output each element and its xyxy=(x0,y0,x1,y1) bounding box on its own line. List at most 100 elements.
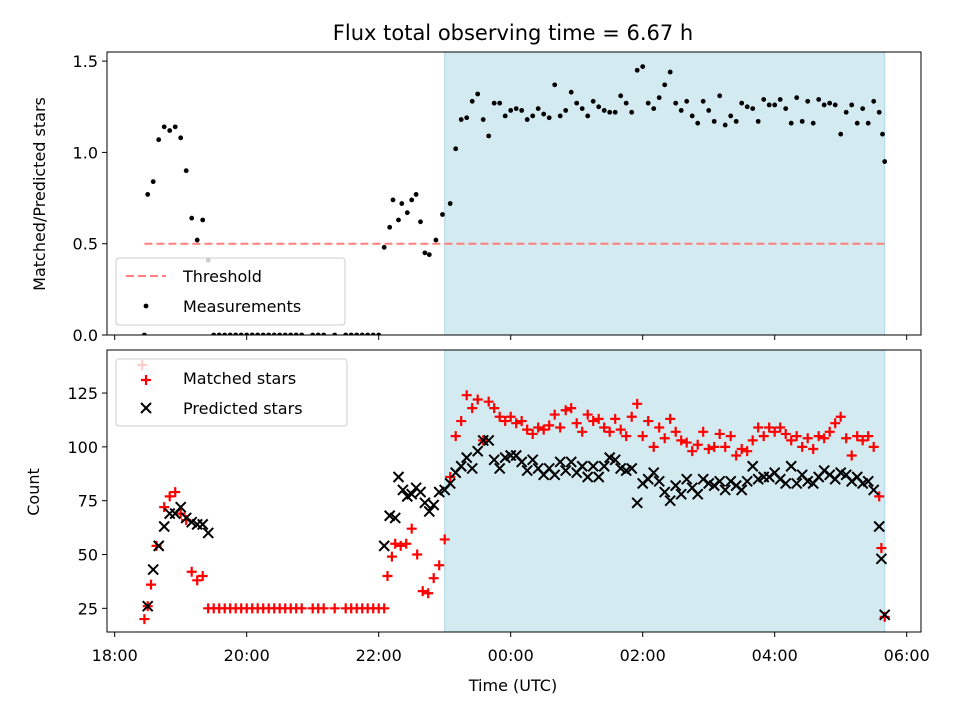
predicted-star-point xyxy=(397,484,409,496)
x-tick-label: 22:00 xyxy=(356,646,402,665)
matched-star-point xyxy=(461,390,472,401)
x-tick-label: 00:00 xyxy=(488,646,534,665)
measurement-point xyxy=(244,332,250,335)
measurement-point xyxy=(761,97,767,102)
measurement-point xyxy=(183,168,189,174)
matched-star-point xyxy=(665,413,676,424)
matched-star-point xyxy=(186,566,197,577)
measurement-point xyxy=(755,118,761,124)
predicted-star-point xyxy=(559,464,572,477)
predicted-star-point xyxy=(419,497,431,509)
matched-star-point xyxy=(808,444,819,455)
matched-star-point xyxy=(791,431,802,442)
matched-star-point xyxy=(467,403,478,414)
predicted-star-point xyxy=(719,484,731,496)
y-tick-label: 25 xyxy=(78,599,98,618)
measurement-point xyxy=(396,217,401,223)
matched-star-point xyxy=(566,403,577,414)
y-tick-label: 100 xyxy=(67,438,98,457)
measurement-point xyxy=(876,109,882,115)
measurement-point xyxy=(662,82,668,88)
matched-star-point xyxy=(159,502,170,513)
matched-star-point xyxy=(659,433,670,444)
predicted-star-point xyxy=(158,520,170,533)
matched-star-point xyxy=(406,523,417,534)
measurement-point xyxy=(453,146,459,152)
matched-star-point xyxy=(876,543,887,554)
predicted-star-point xyxy=(392,471,405,483)
predicted-star-point xyxy=(878,609,891,621)
measurement-point xyxy=(678,108,684,113)
predicted-star-point xyxy=(658,486,671,498)
matched-star-point xyxy=(857,435,868,446)
predicted-star-point xyxy=(669,479,682,492)
predicted-star-point xyxy=(141,600,154,612)
measurement-point xyxy=(717,93,723,99)
legend: Threshold Measurements xyxy=(115,257,346,326)
matched-star-point xyxy=(483,396,494,407)
matched-star-point xyxy=(703,444,714,455)
measurement-point xyxy=(348,332,354,335)
measurement-point xyxy=(321,332,327,335)
measurement-point xyxy=(744,104,750,110)
predicted-star-point xyxy=(482,434,495,447)
observing-window-shade xyxy=(444,52,885,335)
plot-area xyxy=(137,350,891,632)
matched-star-point xyxy=(522,424,533,435)
predicted-star-point xyxy=(741,475,753,488)
predicted-star-point xyxy=(873,520,885,533)
matched-star-point xyxy=(830,418,841,429)
matched-star-point xyxy=(593,413,604,424)
predicted-star-point xyxy=(779,477,792,490)
measurement-point xyxy=(332,332,338,335)
measurement-point xyxy=(574,100,580,106)
predicted-star-point xyxy=(202,527,214,539)
matched-star-point xyxy=(390,538,401,549)
measurement-point xyxy=(656,95,662,101)
matched-star-point xyxy=(577,426,588,437)
measurement-point xyxy=(563,108,569,113)
matched-star-point xyxy=(610,413,621,424)
measurement-point xyxy=(167,128,173,133)
predicted-star-point xyxy=(378,540,390,552)
matched-star-point xyxy=(505,411,516,422)
measurement-point xyxy=(634,67,640,73)
matched-star-point xyxy=(819,433,830,444)
measurement-point xyxy=(142,332,147,335)
measurement-point xyxy=(766,102,772,108)
matched-star-point xyxy=(533,422,544,433)
matched-star-point xyxy=(654,422,665,433)
legend-measurements-label: Measurements xyxy=(183,297,301,316)
predicted-star-point xyxy=(867,484,880,496)
measurement-point xyxy=(651,106,657,111)
matched-star-point xyxy=(164,491,175,502)
measurement-point xyxy=(794,95,800,101)
matched-star-point xyxy=(544,420,555,431)
measurement-point xyxy=(843,109,849,115)
measurement-point xyxy=(695,120,701,126)
axes-frame xyxy=(106,51,922,336)
measurement-point xyxy=(238,332,244,335)
y-tick-label: 1.0 xyxy=(73,143,98,162)
predicted-star-point xyxy=(389,512,401,524)
matched-star-point xyxy=(538,424,549,435)
matched-star-point xyxy=(146,579,156,590)
matched-star-point xyxy=(571,418,582,429)
matched-star-point xyxy=(555,422,566,433)
predicted-star-point xyxy=(790,477,803,490)
measurement-point xyxy=(805,98,811,104)
measurement-point xyxy=(827,100,833,106)
measurement-point xyxy=(854,120,860,126)
matched-star-point xyxy=(386,551,397,562)
measurement-point xyxy=(629,109,635,115)
matched-star-point xyxy=(775,422,786,433)
matched-star-point xyxy=(516,416,527,427)
series-measurements xyxy=(142,64,888,335)
matched-star-point xyxy=(423,588,434,599)
measurement-point xyxy=(343,332,349,335)
matched-star-point xyxy=(802,433,813,444)
predicted-star-point xyxy=(581,471,594,483)
measurement-point xyxy=(750,106,756,111)
matched-star-point xyxy=(439,534,450,545)
measurement-point xyxy=(156,137,162,143)
